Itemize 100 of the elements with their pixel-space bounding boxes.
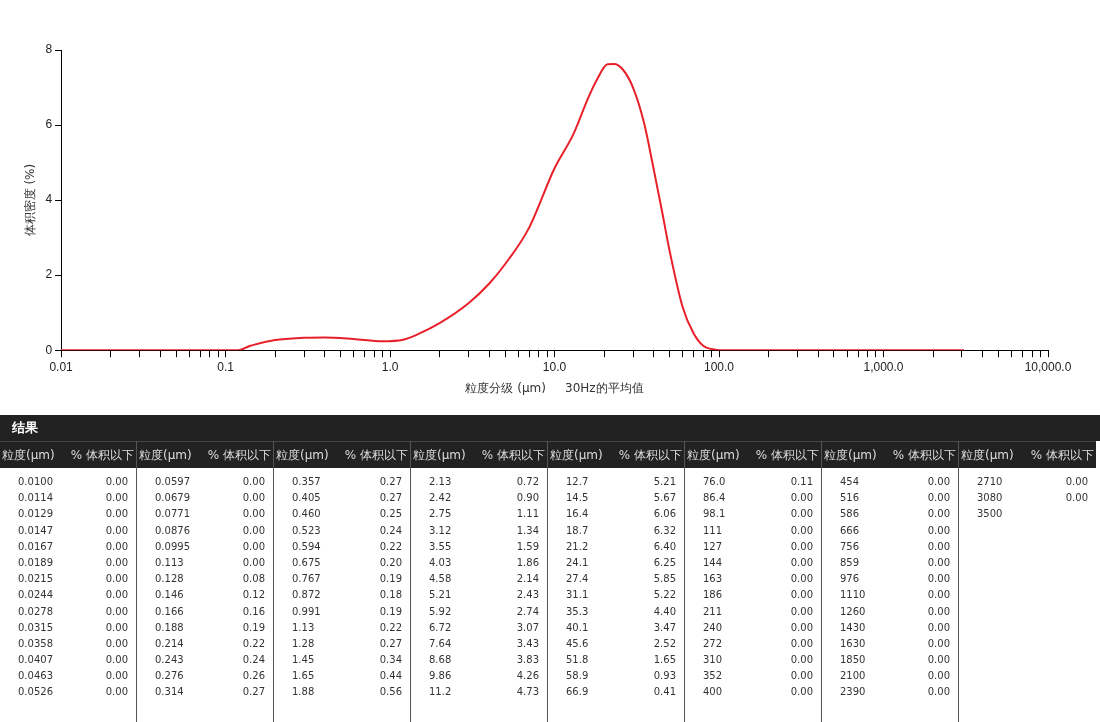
category-label: 1.88 <box>292 685 315 700</box>
category-label: 2.75 <box>429 507 452 522</box>
y-tick-label: 2 <box>45 267 53 282</box>
text: 0.00 <box>105 492 128 504</box>
category-label: 14.5 <box>566 491 589 506</box>
text: 0.00 <box>105 670 128 682</box>
text: 粒度(μm) <box>961 447 1014 462</box>
text: % 体积以下 <box>70 446 134 464</box>
x-axis-title: 粒度分级 (μm) 30Hz的平均值 <box>465 380 644 395</box>
text: 0.00 <box>790 621 813 633</box>
category-label: 144 <box>703 555 723 570</box>
x-tick-label: 0.01 <box>49 359 74 374</box>
category-label: 0.0679 <box>155 491 190 506</box>
text: 粒度(μm) <box>413 447 466 462</box>
category-label: 12.7 <box>566 475 589 489</box>
category-label: 7.64 <box>429 636 452 651</box>
text: 0.00 <box>105 654 128 666</box>
text: 6.06 <box>653 508 676 520</box>
category-label: 11.2 <box>429 685 452 700</box>
text: 0.00 <box>790 686 813 698</box>
text: 0.25 <box>379 508 402 520</box>
category-label: 0.675 <box>292 555 321 570</box>
text: % 体积以下 <box>1030 447 1094 462</box>
text: 0.34 <box>379 654 402 666</box>
text: 0.00 <box>927 637 950 649</box>
category-label: 2100 <box>840 669 866 684</box>
category-label: 127 <box>703 539 723 554</box>
text: % 体积以下 <box>481 447 545 462</box>
text: 0.00 <box>790 540 813 552</box>
category-label: 0.405 <box>292 491 321 506</box>
text: 0.90 <box>516 492 539 504</box>
text: 0.00 <box>790 589 813 601</box>
text: 5.67 <box>653 492 676 504</box>
text: 1.34 <box>516 524 539 536</box>
text: 0.22 <box>379 540 402 552</box>
text: 0.00 <box>242 476 265 487</box>
text: 6.32 <box>653 524 676 536</box>
y-tick-label: 4 <box>45 192 53 207</box>
category-label: 400 <box>703 685 723 700</box>
text: 0.20 <box>379 556 402 568</box>
text: 0.00 <box>927 508 950 520</box>
category-label: 51.8 <box>566 653 589 668</box>
text: 0.00 <box>927 476 950 487</box>
category-label: 2.13 <box>429 475 452 489</box>
text: 0.00 <box>790 508 813 520</box>
text: 6.40 <box>653 540 676 552</box>
text: 0.00 <box>242 492 265 504</box>
category-label: 2390 <box>840 685 866 700</box>
x-tick-label: 10,000.0 <box>1024 359 1072 374</box>
y-tick-label: 8 <box>45 42 53 57</box>
text: 0.56 <box>379 686 402 698</box>
category-label: 27.4 <box>566 572 589 587</box>
text: 0.26 <box>242 670 265 682</box>
category-label: 0.0129 <box>18 507 53 522</box>
text: 粒度(μm) <box>139 447 192 462</box>
category-label: 76.0 <box>703 475 726 489</box>
category-label: 163 <box>703 572 723 587</box>
category-label: 0.0147 <box>18 523 53 538</box>
category-label: 31.1 <box>566 588 589 603</box>
category-label: 3.12 <box>429 523 452 538</box>
text: 粒度(μm) <box>824 447 877 462</box>
category-label: 3.55 <box>429 539 452 554</box>
text: 粒度(μm) <box>2 446 55 464</box>
category-label: 310 <box>703 653 723 668</box>
text: 0.22 <box>379 621 402 633</box>
text: 5.21 <box>653 476 676 487</box>
text: 0.00 <box>927 492 950 504</box>
category-label: 0.113 <box>155 555 184 570</box>
text: 0.16 <box>242 605 265 617</box>
text: 4.40 <box>653 605 676 617</box>
text: 粒度(μm) <box>687 447 740 462</box>
category-label: 0.0167 <box>18 539 53 554</box>
text: 0.12 <box>242 589 265 601</box>
text: 0.24 <box>379 524 402 536</box>
text: 5.22 <box>653 589 676 601</box>
category-label: 756 <box>840 539 860 554</box>
text: 1.86 <box>516 556 539 568</box>
text: 0.00 <box>242 508 265 520</box>
text: 0.00 <box>790 670 813 682</box>
text: % 体积以下 <box>892 447 956 462</box>
category-label: 0.357 <box>292 475 321 489</box>
text: 0.00 <box>105 589 128 601</box>
category-label: 1.45 <box>292 653 315 668</box>
text: 0.00 <box>790 573 813 585</box>
text: 0.93 <box>653 670 676 682</box>
category-label: 0.0526 <box>18 685 53 700</box>
text: 0.00 <box>927 573 950 585</box>
text: 6.25 <box>653 556 676 568</box>
text: 0.18 <box>379 589 402 601</box>
category-label: 2710 <box>977 475 1003 489</box>
category-label: 0.0597 <box>155 475 190 489</box>
text: 3.47 <box>653 621 676 633</box>
category-label: 21.2 <box>566 539 589 554</box>
category-label: 5.21 <box>429 588 452 603</box>
category-label: 4.58 <box>429 572 452 587</box>
text: 0.00 <box>927 654 950 666</box>
text: % 体积以下 <box>755 447 819 462</box>
text: 0.00 <box>790 605 813 617</box>
category-label: 0.188 <box>155 620 184 635</box>
category-label: 8.68 <box>429 653 452 668</box>
